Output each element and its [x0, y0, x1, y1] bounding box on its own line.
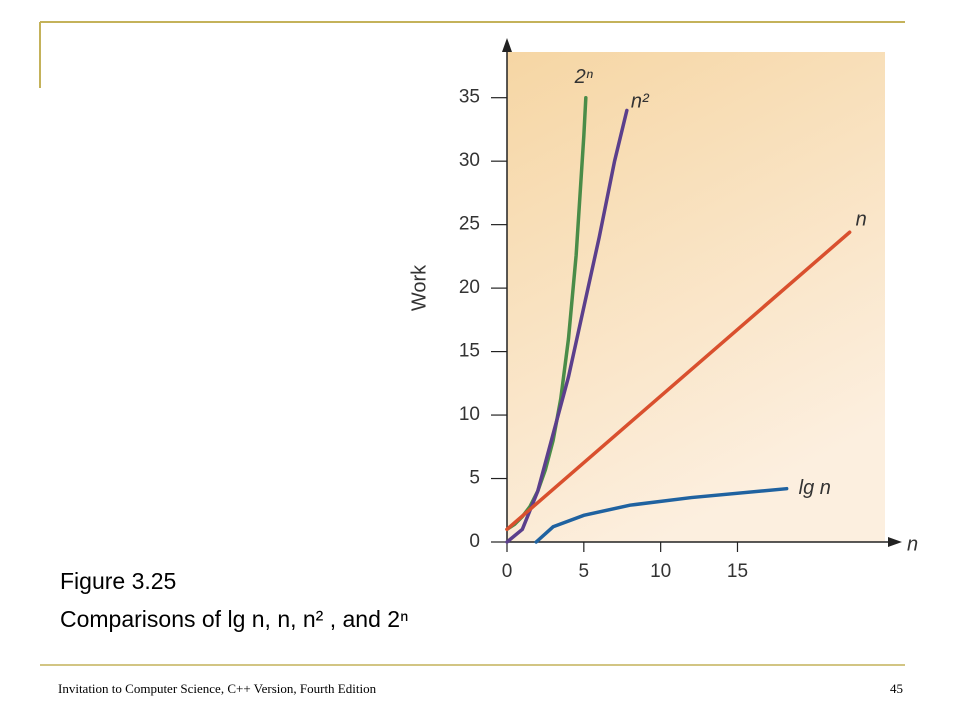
y-tick-label: 10 [459, 404, 480, 425]
y-tick-label: 30 [459, 150, 480, 171]
y-tick-label: 0 [469, 531, 480, 552]
series-label: n² [631, 91, 650, 113]
y-tick-label: 5 [469, 468, 480, 489]
series-line [534, 486, 789, 544]
series-label: lg n [799, 477, 831, 499]
series-line [505, 108, 629, 544]
series-label: n [856, 209, 867, 231]
caption-text: Comparisons of lg n, n, n² , and 2ⁿ [60, 606, 408, 632]
series-line [505, 230, 852, 532]
x-tick-label: 0 [502, 561, 513, 582]
chart: 0 5 10 15 20 25 30 35 0 5 10 15 Work n 2ⁿ n² n lg n [408, 38, 918, 582]
x-axis-label: n [907, 533, 918, 555]
x-axis-arrow [888, 537, 902, 547]
y-tick-label: 35 [459, 87, 480, 108]
y-tick-label: 15 [459, 341, 480, 362]
y-tick-label: 20 [459, 277, 480, 298]
y-tick-label: 25 [459, 214, 480, 235]
x-tick-label: 15 [727, 561, 748, 582]
page-number: 45 [890, 681, 903, 696]
x-tick-label: 5 [579, 561, 590, 582]
y-axis-arrow [502, 38, 512, 52]
x-tick-label: 10 [650, 561, 671, 582]
footer-book: Invitation to Computer Science, C++ Vers… [58, 681, 377, 696]
y-axis-label: Work [408, 264, 430, 311]
plot-background [507, 52, 885, 542]
series-label: 2ⁿ [574, 66, 593, 88]
caption-title: Figure 3.25 [60, 568, 176, 594]
